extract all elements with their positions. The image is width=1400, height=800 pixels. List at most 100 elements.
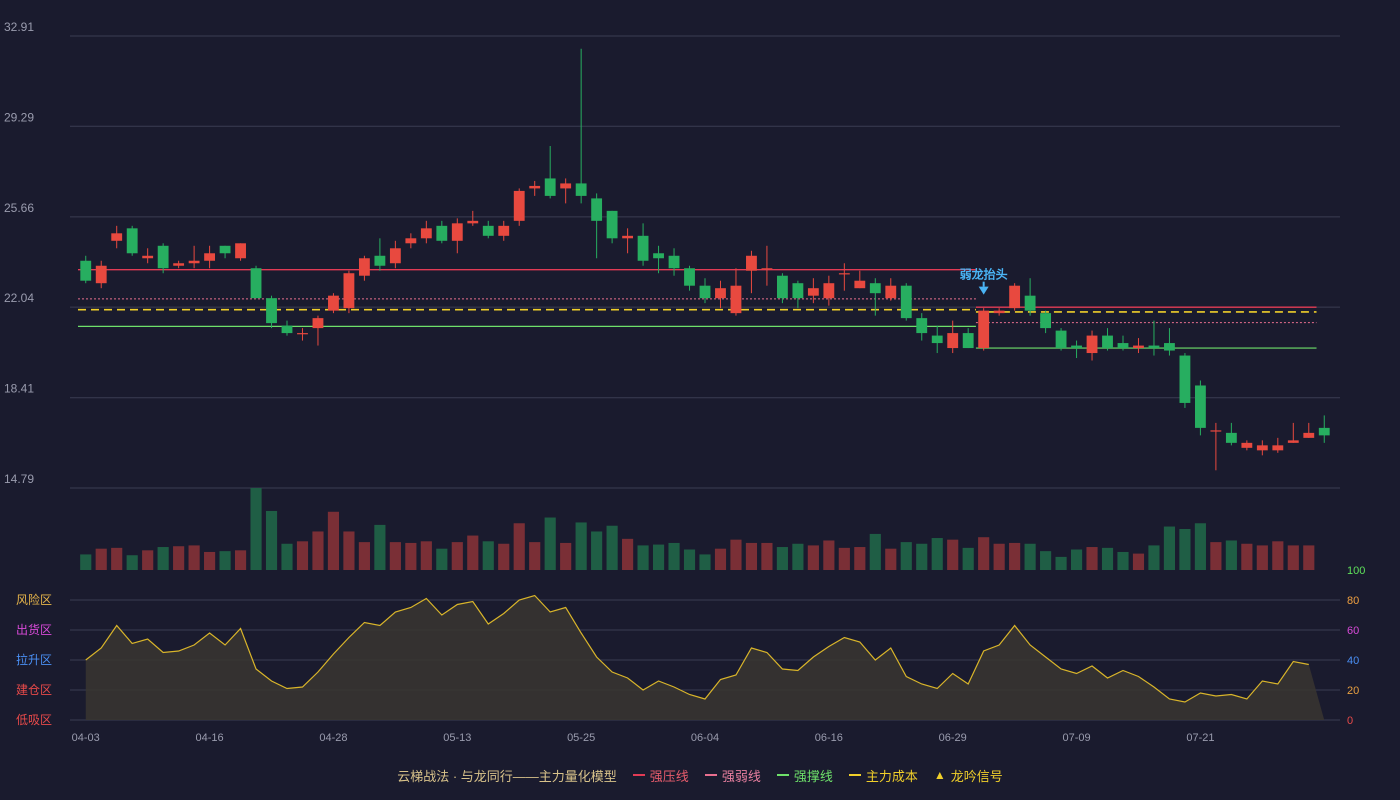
legend-signal[interactable]: ▲ 龙吟信号 (934, 766, 1003, 785)
candle-body (746, 255, 757, 271)
volume-bar (1303, 545, 1315, 570)
candle-body (111, 233, 123, 241)
oscillator-area (85, 595, 1325, 720)
volume-bar (374, 524, 386, 570)
candle-body (219, 245, 231, 254)
volume-bar (513, 523, 525, 570)
candle-body (544, 178, 556, 196)
volume-bar (1101, 547, 1114, 570)
candle-body (1071, 345, 1082, 349)
candle-body (776, 275, 788, 299)
volume-bar (1225, 540, 1237, 570)
volume-bar (652, 544, 665, 570)
candle-body (1133, 345, 1144, 349)
volume-bar (173, 546, 185, 570)
legend-support[interactable]: 强撑线 (776, 766, 833, 785)
volume-bar (931, 538, 943, 570)
candle-body (1164, 343, 1175, 351)
legend-support-swatch (776, 774, 789, 776)
candle-body (80, 260, 92, 281)
legend: 云梯战法 · 与龙同行——主力量化模型 强压线 强弱线 强撑线 主力成本 ▲ 龙… (0, 760, 1400, 790)
volume-bar (529, 542, 541, 570)
volume-bar (1163, 526, 1176, 570)
volume-bar (993, 543, 1005, 570)
candle-body (1055, 330, 1067, 349)
candle-body (684, 268, 695, 286)
volume-bar (745, 542, 758, 570)
volume-bar (451, 542, 463, 570)
legend-weak-label: 强弱线 (721, 768, 761, 784)
osc-y-tick: 40 (1347, 655, 1359, 667)
volume-bar (420, 541, 432, 570)
x-tick-label: 06-16 (815, 732, 843, 744)
x-tick-label: 04-16 (196, 732, 224, 744)
volume-bar (142, 550, 154, 570)
volume-bar (1179, 529, 1191, 570)
zone-label-risk: 风险区 (16, 592, 52, 607)
candle-body (591, 198, 603, 221)
candle-body (653, 253, 664, 259)
price-y-tick: 14.79 (4, 472, 34, 486)
volume-bar (188, 545, 200, 570)
volume-bar (204, 551, 216, 570)
candle-body (900, 285, 912, 319)
candle-body (358, 258, 370, 276)
osc-y-tick: 20 (1347, 685, 1359, 697)
candle-body (854, 280, 866, 289)
candle-body (281, 325, 293, 334)
candle-body (1179, 355, 1191, 403)
candle-body (978, 310, 990, 349)
candle-body (1148, 345, 1160, 349)
volume-bar (1287, 545, 1299, 570)
legend-resist[interactable]: 强压线 (632, 766, 689, 785)
candle-body (157, 245, 169, 269)
legend-cost[interactable]: 主力成本 (848, 766, 918, 785)
candle-body (792, 283, 804, 299)
volume-bar (157, 547, 169, 570)
legend-signal-label: 龙吟信号 (950, 768, 1003, 784)
zone-label-pull: 拉升区 (16, 652, 52, 667)
volume-bar (947, 539, 959, 570)
candle-body (451, 223, 463, 241)
volume-bar (823, 540, 835, 570)
candle-body (498, 225, 510, 236)
candle-body (637, 235, 649, 261)
candle-body (1024, 295, 1036, 311)
volume-bar (1040, 551, 1052, 570)
volume-bar (1194, 523, 1206, 570)
candle-body (1303, 432, 1315, 438)
candle-body (622, 235, 634, 239)
volume-bar (730, 539, 742, 570)
candle-body (95, 265, 107, 284)
candle-body (962, 333, 974, 349)
legend-weak[interactable]: 强弱线 (704, 766, 761, 785)
candle-body (931, 335, 943, 344)
volume-bar (312, 531, 324, 570)
candle-body (838, 273, 850, 275)
legend-support-label: 强撑线 (793, 768, 833, 784)
x-tick-label: 06-04 (691, 732, 719, 744)
price-y-tick: 29.29 (4, 110, 34, 124)
candle-body (947, 333, 959, 349)
volume-bar (1148, 545, 1160, 570)
candle-body (467, 220, 479, 224)
volume-bar (838, 547, 850, 570)
volume-bar (1210, 542, 1222, 570)
volume-bar (482, 541, 494, 570)
candle-body (1225, 432, 1237, 443)
x-tick-label: 04-28 (319, 732, 347, 744)
volume-bar (467, 535, 479, 570)
volume-bar (498, 543, 510, 570)
candle-body (699, 285, 711, 299)
volume-bar (916, 543, 928, 570)
candle-body (266, 298, 277, 324)
candle-body (235, 243, 246, 259)
volume-bar (126, 555, 138, 570)
x-tick-label: 04-03 (72, 732, 100, 744)
legend-model-label: 云梯战法 · 与龙同行——主力量化模型 (397, 768, 617, 784)
zone-label-distribute: 出货区 (16, 622, 52, 637)
volume-bar (807, 545, 819, 570)
legend-cost-swatch (848, 774, 861, 776)
volume-bar (234, 550, 247, 570)
